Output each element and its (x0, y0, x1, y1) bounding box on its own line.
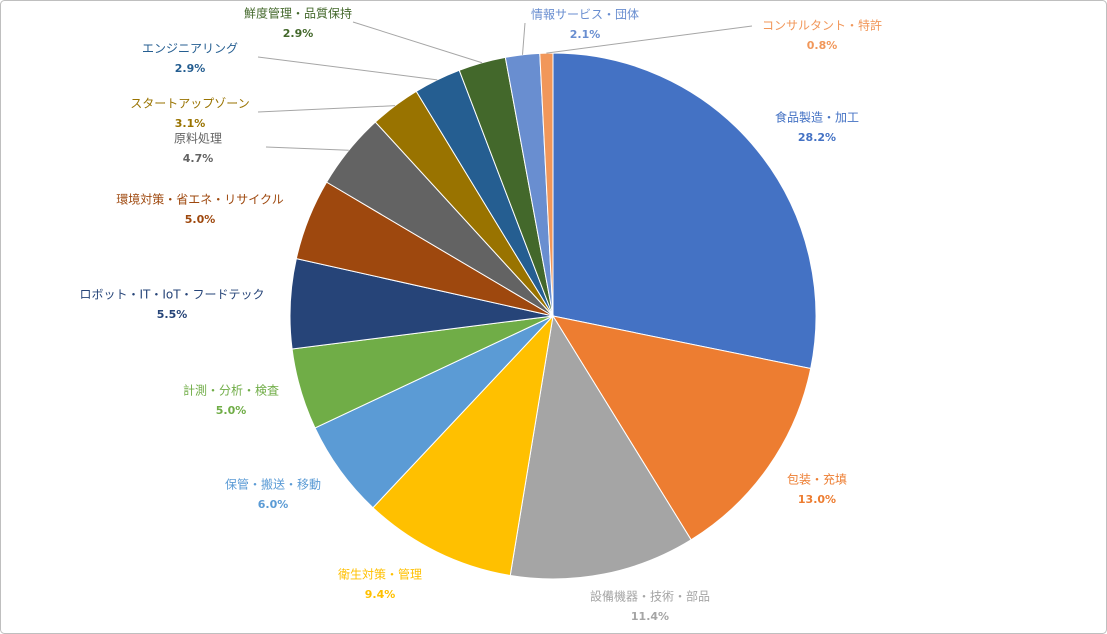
slice-label: 食品製造・加工 (775, 110, 859, 125)
slice-label: 環境対策・省エネ・リサイクル (116, 192, 283, 207)
leader-line (257, 105, 396, 113)
value-label: 5.5% (157, 308, 188, 321)
slice-label: 情報サービス・団体 (531, 8, 639, 22)
pie-slice (372, 314, 554, 577)
slice-label: 保管・搬送・移動 (225, 477, 321, 492)
pie-slice (552, 52, 817, 370)
slice-label: エンジニアリング (142, 42, 238, 56)
slice-label: ロボット・IT・IoT・フードテック (79, 288, 264, 302)
value-label: 6.0% (258, 498, 289, 511)
slice-label: 鮮度管理・品質保持 (244, 6, 352, 21)
leader-line (521, 22, 526, 55)
slice-label: コンサルタント・特許 (762, 18, 882, 33)
slice-label: 衛生対策・管理 (338, 567, 422, 582)
leader-line (546, 25, 753, 54)
slice-label: 包装・充填 (787, 472, 847, 487)
value-label: 13.0% (798, 493, 836, 506)
value-label: 0.8% (807, 39, 838, 52)
leader-line (352, 21, 483, 64)
value-label: 28.2% (798, 131, 836, 144)
value-label: 2.1% (570, 28, 601, 41)
slice-label: 計測・分析・検査 (183, 383, 279, 398)
value-label: 5.0% (216, 404, 247, 417)
value-label: 11.4% (631, 610, 669, 623)
pie-slice (509, 314, 692, 580)
slice-label: 設備機器・技術・部品 (590, 589, 710, 604)
value-label: 3.1% (175, 117, 206, 130)
pie-slice (551, 315, 812, 541)
value-label: 4.7% (183, 152, 214, 165)
leader-line (265, 146, 349, 151)
value-label: 2.9% (175, 62, 206, 75)
value-label: 9.4% (365, 588, 396, 601)
value-label: 2.9% (283, 27, 314, 40)
slice-label: スタートアップゾーン (130, 97, 249, 111)
leader-line (257, 56, 438, 81)
value-label: 5.0% (185, 213, 216, 226)
slice-label: 原料処理 (174, 132, 222, 146)
